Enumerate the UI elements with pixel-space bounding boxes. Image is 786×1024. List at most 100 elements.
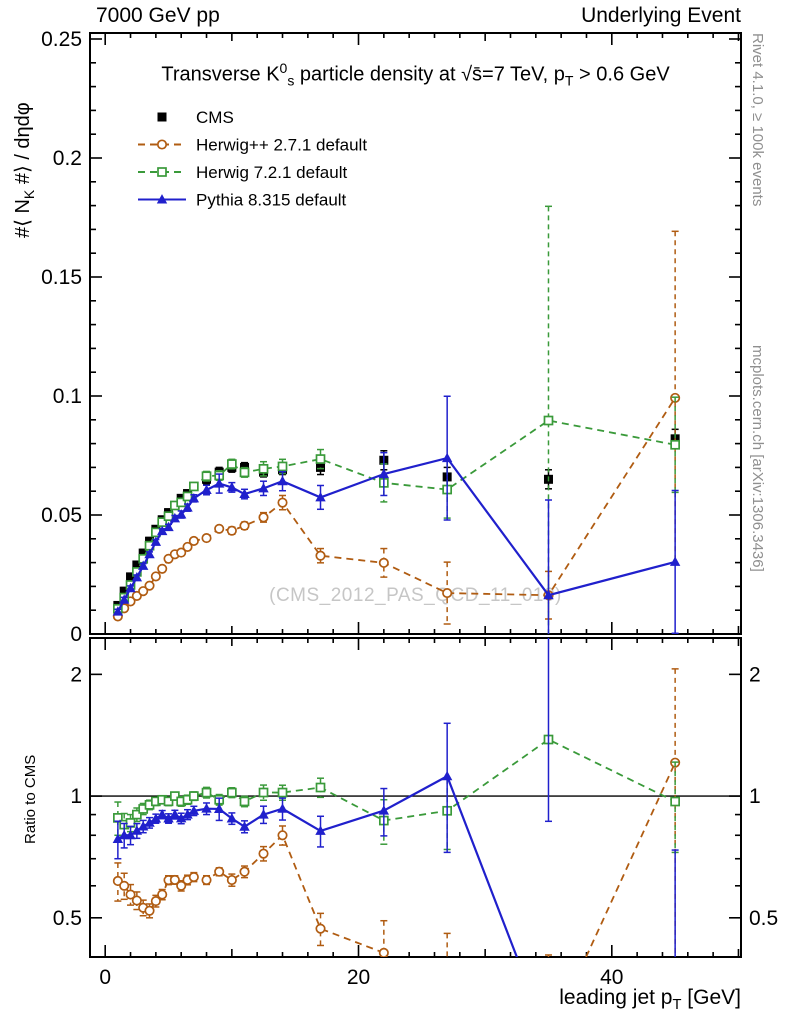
marker-triangle-filled	[201, 484, 212, 495]
marker-triangle-filled	[112, 833, 124, 843]
marker-triangle-filled	[182, 502, 193, 512]
marker-triangle-filled	[543, 589, 554, 600]
x-tick-label: 40	[600, 966, 623, 989]
marker-circle-open	[277, 497, 288, 508]
marker-square-open	[315, 454, 326, 464]
marker-square-filled	[157, 112, 167, 122]
main-y-tick-label: 0.05	[41, 504, 82, 527]
marker-triangle-filled	[163, 813, 174, 823]
marker-circle-open	[150, 571, 161, 582]
axis-ticks	[90, 33, 741, 958]
marker-square-open	[258, 787, 269, 798]
ratio-y-tick-label-left: 2	[70, 663, 82, 686]
marker-triangle-filled	[669, 556, 681, 566]
marker-triangle-filled	[258, 482, 269, 493]
marker-circle-open	[144, 905, 155, 916]
marker-circle-open	[277, 830, 288, 841]
main-series-layer	[112, 205, 681, 634]
marker-triangle-filled	[118, 594, 130, 604]
marker-triangle-filled	[182, 809, 193, 819]
marker-triangle-filled	[188, 805, 200, 815]
marker-circle-open	[138, 586, 149, 597]
marker-square-open	[258, 463, 269, 474]
marker-square-open	[315, 782, 326, 793]
marker-triangle-filled	[125, 829, 136, 840]
ratio-y-tick-label-left: 1	[70, 785, 82, 808]
marker-triangle-filled	[112, 606, 124, 616]
legend-label: Herwig++ 2.7.1 default	[196, 136, 367, 155]
marker-square-open	[227, 459, 237, 469]
marker-triangle-filled	[441, 770, 453, 781]
marker-square-filled	[316, 462, 326, 472]
marker-circle-open	[125, 889, 136, 900]
marker-circle-open	[176, 880, 187, 891]
ratio-series-herwig-2-7-1-default	[112, 668, 681, 957]
marker-triangle-filled	[156, 809, 168, 819]
marker-triangle-filled	[670, 966, 680, 975]
marker-triangle-filled	[125, 582, 136, 593]
marker-triangle-filled	[131, 825, 143, 835]
marker-triangle-filled	[441, 452, 453, 463]
marker-circle-open	[378, 557, 389, 568]
marker-circle-open	[214, 866, 225, 877]
analysis-id-watermark: (CMS_2012_PAS_QCD_11_010)	[269, 585, 562, 606]
marker-square-open	[277, 461, 288, 472]
marker-triangle-filled	[213, 478, 225, 488]
marker-triangle-filled	[226, 481, 238, 492]
ratio-panel-frame	[89, 637, 742, 958]
marker-circle-open	[131, 895, 142, 906]
series-line	[117, 419, 676, 610]
marker-square-open	[163, 796, 174, 807]
marker-square-open	[227, 787, 237, 798]
legend-label: Herwig 7.2.1 default	[196, 163, 347, 182]
marker-circle-open	[150, 896, 161, 907]
marker-triangle-filled	[137, 821, 149, 831]
marker-circle-open	[378, 947, 389, 957]
marker-circle-open	[188, 871, 199, 883]
marker-triangle-filled	[201, 803, 212, 813]
series-line	[116, 456, 676, 613]
marker-square-open	[277, 787, 288, 798]
marker-circle-open	[169, 874, 180, 885]
marker-circle-open	[239, 520, 250, 531]
marker-circle-open	[226, 525, 237, 536]
series-pythia-8-315-default	[112, 395, 681, 634]
legend-item-cms: CMS	[157, 108, 234, 127]
main-y-tick-label: 0.1	[53, 385, 82, 408]
rivet-version-note: Rivet 4.1.0, ≥ 100k events	[749, 33, 766, 207]
marker-square-open	[543, 415, 554, 426]
marker-triangle-filled	[163, 521, 174, 532]
series-line	[117, 738, 676, 826]
event-class-label: Underlying Event	[581, 4, 741, 27]
series-line	[117, 762, 676, 957]
plot-title: Transverse K0s particle density at √s̄=7…	[161, 60, 670, 89]
marker-square-open	[201, 471, 212, 482]
main-y-tick-label: 0	[70, 623, 82, 646]
marker-square-open	[189, 481, 199, 492]
marker-square-open	[163, 511, 174, 522]
main-y-tick-label: 0.15	[41, 266, 82, 289]
marker-square-filled	[138, 548, 148, 558]
main-y-tick-label: 0.25	[41, 28, 82, 51]
marker-triangle-filled	[188, 492, 200, 503]
marker-square-open	[189, 791, 199, 801]
marker-square-open	[157, 167, 167, 177]
marker-circle-open	[315, 923, 326, 934]
marker-square-open	[182, 491, 193, 502]
x-tick-label: 20	[347, 966, 370, 989]
marker-triangle-filled	[239, 488, 250, 499]
ratio-y-tick-label-right: 1	[749, 785, 761, 808]
marker-triangle-filled	[213, 803, 225, 813]
marker-triangle-filled	[169, 512, 181, 523]
series-line	[117, 774, 519, 957]
marker-triangle-filled	[144, 817, 155, 827]
x-axis-label: leading jet pT [GeV]	[559, 986, 741, 1014]
marker-circle-open	[188, 535, 199, 546]
marker-triangle-filled	[144, 548, 155, 559]
marker-circle-open	[258, 512, 269, 523]
marker-triangle-filled	[150, 813, 162, 823]
marker-triangle-filled	[277, 475, 288, 486]
x-tick-label: 0	[99, 966, 111, 989]
marker-circle-open	[201, 874, 212, 886]
marker-triangle-filled	[277, 803, 288, 813]
